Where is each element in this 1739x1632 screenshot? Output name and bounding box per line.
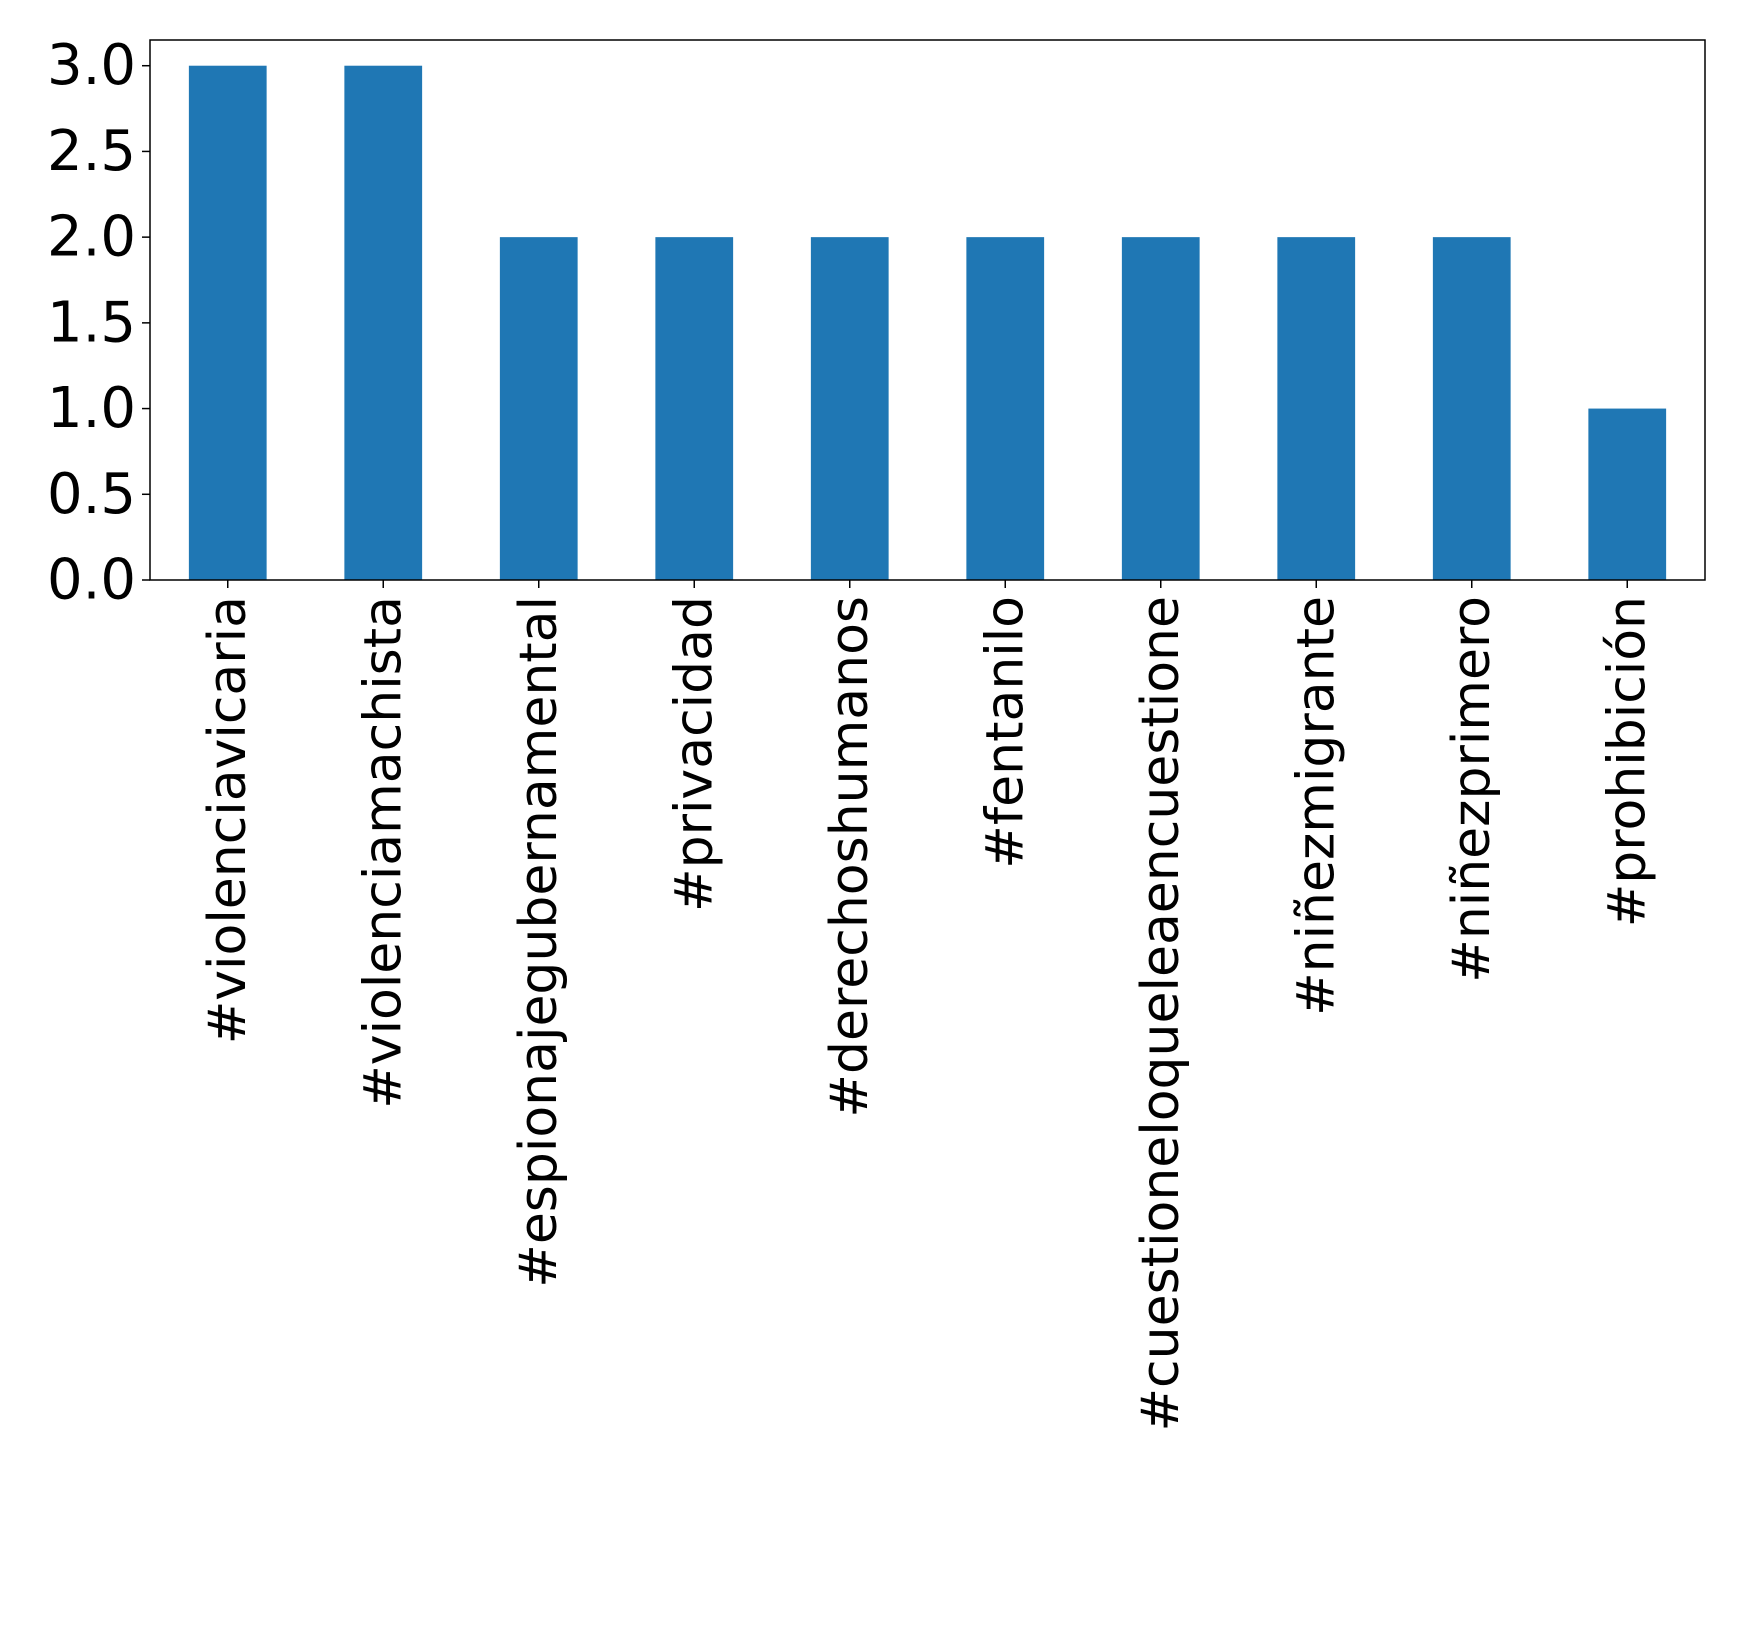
x-tick-label: #niñezmigrante bbox=[1286, 596, 1346, 1016]
x-tick-label: #prohibición bbox=[1597, 596, 1657, 927]
x-tick-label: #violenciavicaria bbox=[198, 596, 258, 1044]
bar bbox=[1432, 237, 1511, 580]
bar bbox=[655, 237, 734, 580]
y-tick-label: 0.5 bbox=[47, 462, 136, 527]
y-tick-label: 2.5 bbox=[47, 119, 136, 184]
x-axis-ticks: #violenciavicaria #violenciamachista #espi… bbox=[198, 580, 1657, 1432]
bar bbox=[1588, 408, 1667, 580]
bar bbox=[966, 237, 1045, 580]
x-tick-label: #niñezprimero bbox=[1442, 596, 1502, 983]
x-tick-label: #cuestioneloqueleaencuestione bbox=[1131, 596, 1191, 1432]
x-tick-label: #espionajegubernamental bbox=[509, 596, 569, 1288]
y-tick-label: 3.0 bbox=[47, 33, 136, 98]
bars bbox=[188, 65, 1667, 580]
bar bbox=[188, 65, 267, 580]
plot-area-frame bbox=[149, 39, 1706, 581]
x-tick-label: #fentanilo bbox=[975, 596, 1035, 869]
y-tick-label: 0.0 bbox=[47, 548, 136, 613]
bar bbox=[1121, 237, 1200, 580]
y-axis-ticks: 0.0 0.5 1.0 1.5 2.0 2.5 3.0 bbox=[47, 33, 150, 613]
x-tick-label: #privacidad bbox=[664, 596, 724, 912]
y-tick-label: 2.0 bbox=[47, 205, 136, 270]
bar bbox=[344, 65, 423, 580]
x-tick-label: #derechoshumanos bbox=[820, 596, 880, 1118]
y-tick-label: 1.0 bbox=[47, 376, 136, 441]
bar bbox=[499, 237, 578, 580]
y-tick-label: 1.5 bbox=[47, 290, 136, 355]
bar bbox=[1277, 237, 1356, 580]
bar bbox=[810, 237, 889, 580]
x-tick-label: #violenciamachista bbox=[353, 596, 413, 1109]
